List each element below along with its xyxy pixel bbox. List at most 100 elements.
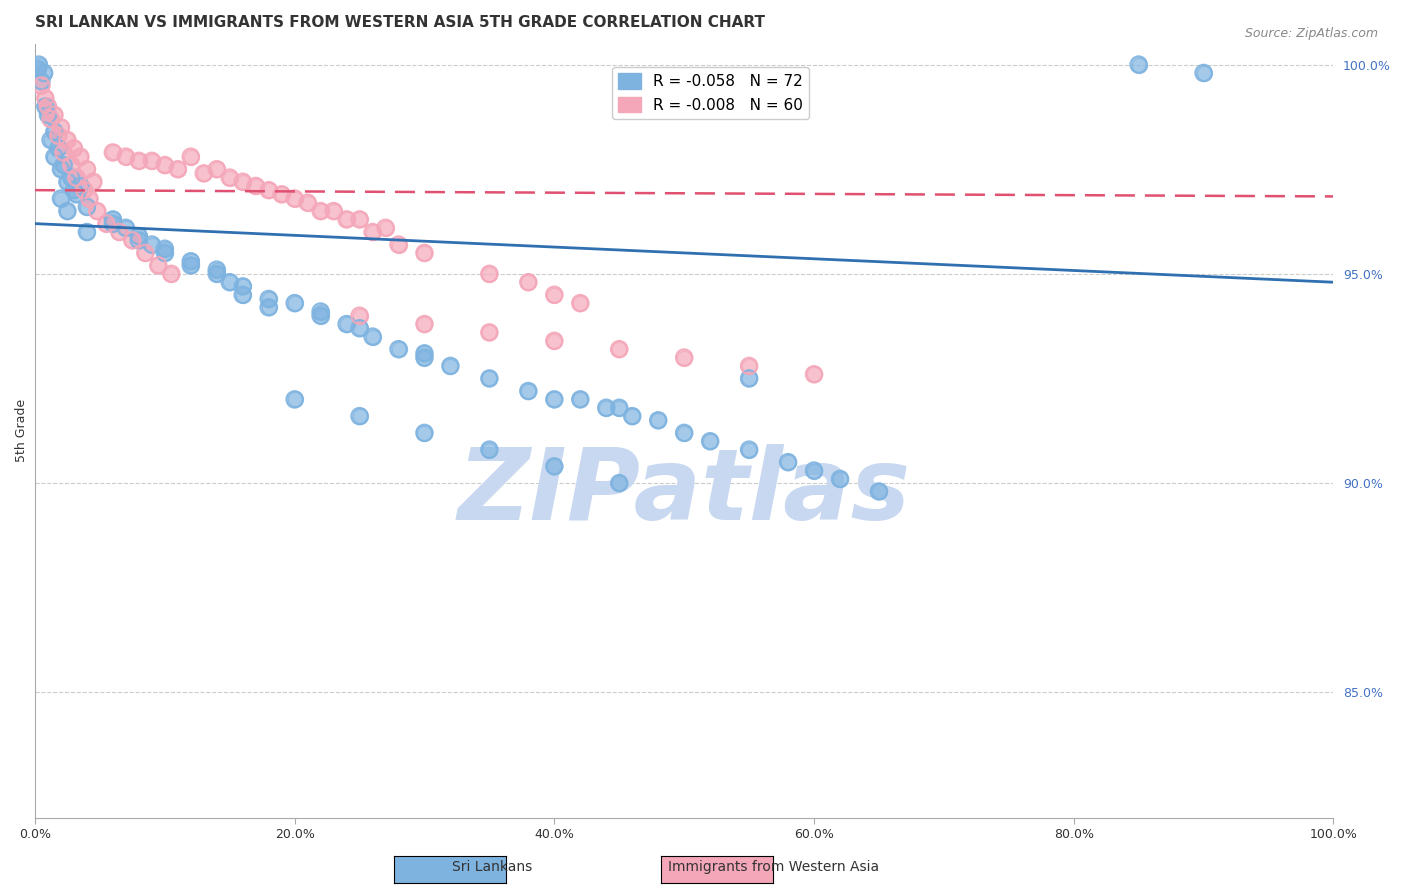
Point <box>439 359 461 373</box>
Point <box>1128 57 1150 71</box>
Point <box>738 442 761 457</box>
Point <box>284 296 307 310</box>
Point <box>1128 57 1150 71</box>
Point <box>96 217 118 231</box>
Point <box>79 192 101 206</box>
Point <box>141 237 163 252</box>
Point <box>166 162 188 177</box>
Point <box>128 153 150 168</box>
Point <box>153 158 176 172</box>
Point <box>153 246 176 260</box>
Point <box>30 78 52 93</box>
Point <box>270 187 292 202</box>
Point <box>56 175 79 189</box>
Point <box>39 133 62 147</box>
Point <box>349 212 371 227</box>
Point <box>543 392 565 407</box>
Point <box>76 200 98 214</box>
Point <box>218 275 240 289</box>
Point <box>543 459 565 474</box>
Point <box>44 150 66 164</box>
Point <box>141 237 163 252</box>
Point <box>86 204 108 219</box>
Point <box>56 133 79 147</box>
Text: Immigrants from Western Asia: Immigrants from Western Asia <box>668 860 879 874</box>
Text: SRI LANKAN VS IMMIGRANTS FROM WESTERN ASIA 5TH GRADE CORRELATION CHART: SRI LANKAN VS IMMIGRANTS FROM WESTERN AS… <box>35 15 765 30</box>
Point <box>478 442 501 457</box>
Point <box>699 434 721 449</box>
Point <box>60 158 83 172</box>
Point <box>309 304 332 318</box>
Point <box>517 275 540 289</box>
Point <box>335 212 357 227</box>
Point <box>73 183 96 197</box>
Point <box>37 108 59 122</box>
Point <box>82 175 104 189</box>
Point <box>76 162 98 177</box>
Point <box>309 204 332 219</box>
Point <box>413 351 436 365</box>
Point <box>193 166 215 180</box>
Point <box>56 204 79 219</box>
Point <box>76 225 98 239</box>
Point <box>322 204 344 219</box>
Point <box>607 401 630 415</box>
Point <box>27 62 49 76</box>
Point <box>738 442 761 457</box>
Point <box>46 128 69 143</box>
Point <box>284 392 307 407</box>
Point <box>257 292 280 306</box>
Point <box>153 246 176 260</box>
Point <box>647 413 669 427</box>
Point <box>738 359 761 373</box>
Point <box>34 99 56 113</box>
Point <box>738 359 761 373</box>
Point <box>30 74 52 88</box>
Point <box>63 141 86 155</box>
Point <box>46 141 69 155</box>
Point <box>803 368 825 382</box>
Point <box>44 124 66 138</box>
Point <box>65 170 87 185</box>
Point <box>387 237 409 252</box>
Point <box>517 275 540 289</box>
Point <box>245 178 267 193</box>
Point <box>49 192 72 206</box>
Point <box>56 204 79 219</box>
Point <box>63 183 86 197</box>
Point <box>335 317 357 331</box>
Point <box>44 108 66 122</box>
Point <box>309 309 332 323</box>
Point <box>134 246 156 260</box>
Point <box>114 220 136 235</box>
Point <box>232 175 254 189</box>
Point <box>1192 66 1215 80</box>
Point <box>257 292 280 306</box>
Point <box>478 371 501 385</box>
Point <box>44 108 66 122</box>
Point <box>413 317 436 331</box>
Point <box>569 392 592 407</box>
Point <box>284 392 307 407</box>
Point <box>205 162 228 177</box>
Point <box>52 145 75 160</box>
Point <box>148 259 170 273</box>
Point <box>49 120 72 135</box>
Point <box>621 409 644 424</box>
Point <box>180 150 202 164</box>
Point <box>141 153 163 168</box>
Point <box>607 342 630 356</box>
Point <box>828 472 851 486</box>
Point <box>218 275 240 289</box>
Point <box>699 434 721 449</box>
Point <box>335 317 357 331</box>
Point <box>478 326 501 340</box>
Point <box>673 425 696 440</box>
Point <box>595 401 617 415</box>
Point <box>39 133 62 147</box>
Point <box>49 162 72 177</box>
Point <box>69 178 91 193</box>
Point <box>63 141 86 155</box>
Point <box>478 326 501 340</box>
Point <box>543 287 565 301</box>
